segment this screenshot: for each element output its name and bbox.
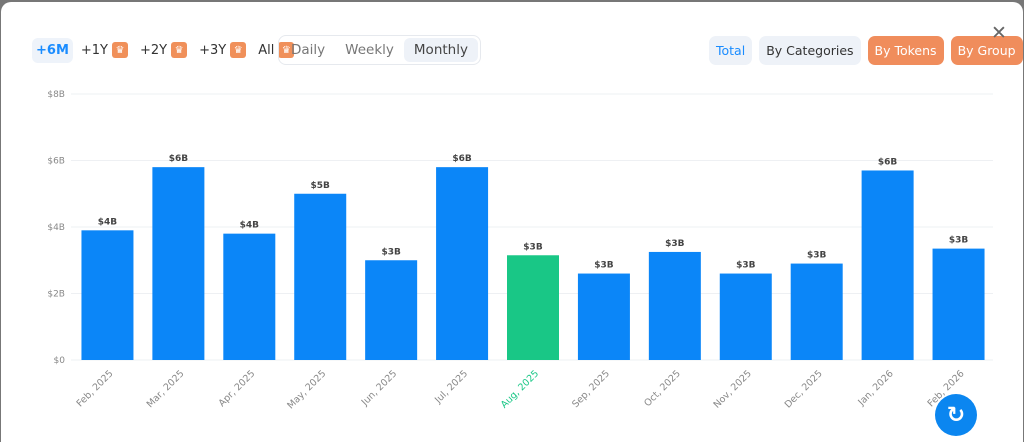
- range-label: All: [258, 42, 275, 58]
- time-range-selector: +6M +1Y ♛ +2Y ♛ +3Y ♛ All ♛: [32, 37, 298, 63]
- close-icon[interactable]: ✕: [991, 22, 1007, 44]
- data-label: $3B: [381, 247, 401, 257]
- crown-icon: ♛: [230, 42, 247, 58]
- bar-3[interactable]: [294, 193, 347, 360]
- data-label: $3B: [665, 239, 685, 249]
- x-tick-label: Jan, 2026: [856, 368, 896, 408]
- range-option-plus-1y[interactable]: +1Y ♛: [77, 37, 132, 63]
- data-label: $4B: [98, 217, 118, 227]
- data-label: $3B: [807, 251, 827, 261]
- y-tick-label: $6B: [47, 157, 65, 167]
- x-tick-label: Sep, 2025: [570, 368, 612, 410]
- bar-9[interactable]: [719, 273, 772, 360]
- x-tick-label: Jun, 2025: [359, 368, 399, 408]
- x-tick-label: Feb, 2025: [75, 368, 116, 409]
- bar-2[interactable]: [223, 233, 276, 360]
- y-tick-label: $4B: [47, 223, 65, 233]
- data-label: $3B: [594, 261, 614, 271]
- period-toggle: Daily Weekly Monthly: [278, 35, 481, 65]
- period-weekly[interactable]: Weekly: [345, 42, 394, 58]
- view-mode-selector: Total By Categories By Tokens By Group: [709, 36, 1023, 65]
- crown-icon: ♛: [171, 42, 188, 58]
- period-monthly[interactable]: Monthly: [403, 38, 478, 62]
- range-option-plus-2y[interactable]: +2Y ♛: [136, 37, 191, 63]
- range-option-plus-6m[interactable]: +6M: [32, 37, 73, 63]
- range-label: +6M: [36, 42, 69, 58]
- bar-4[interactable]: [365, 260, 418, 360]
- x-tick-label: Mar, 2025: [145, 368, 187, 410]
- data-label: $4B: [240, 221, 260, 231]
- x-tick-label: May, 2025: [285, 368, 328, 411]
- range-option-plus-3y[interactable]: +3Y ♛: [195, 37, 250, 63]
- x-tick-label: Apr, 2025: [217, 368, 258, 409]
- bar-10[interactable]: [790, 263, 843, 360]
- bar-12[interactable]: [932, 248, 985, 360]
- data-label: $3B: [949, 236, 969, 246]
- view-total[interactable]: Total: [709, 36, 753, 65]
- crown-icon: ♛: [111, 42, 128, 58]
- x-tick-label: Dec, 2025: [783, 368, 825, 410]
- range-label: +1Y: [80, 42, 108, 58]
- view-by-categories[interactable]: By Categories: [759, 36, 861, 65]
- y-tick-label: $2B: [47, 290, 65, 300]
- bar-7[interactable]: [577, 273, 630, 360]
- bar-8[interactable]: [648, 251, 701, 360]
- data-label: $3B: [523, 242, 543, 252]
- bar-6[interactable]: [507, 255, 559, 360]
- y-tick-label: $0: [54, 356, 66, 366]
- y-tick-label: $8B: [47, 90, 65, 100]
- range-label: +2Y: [139, 42, 168, 58]
- bar-0[interactable]: [81, 230, 134, 360]
- crown-icon: ♛: [278, 42, 295, 58]
- refresh-arrow-icon[interactable]: ↻: [935, 394, 977, 436]
- view-by-tokens[interactable]: By Tokens: [867, 36, 944, 65]
- x-tick-label: Oct, 2025: [642, 368, 683, 409]
- view-by-group[interactable]: By Group: [950, 36, 1023, 65]
- bar-1[interactable]: [152, 167, 205, 360]
- x-tick-label: Aug, 2025: [499, 368, 541, 410]
- range-label: +3Y: [199, 42, 227, 58]
- x-tick-label: Nov, 2025: [712, 368, 754, 410]
- bar-5[interactable]: [436, 167, 489, 360]
- range-option-all[interactable]: All ♛: [254, 37, 298, 63]
- period-daily[interactable]: Daily: [291, 42, 326, 58]
- data-label: $3B: [736, 261, 756, 271]
- data-label: $6B: [169, 154, 189, 164]
- bar-11[interactable]: [861, 170, 914, 360]
- data-label: $5B: [311, 181, 331, 191]
- data-label: $6B: [878, 157, 898, 167]
- x-tick-label: Jul, 2025: [432, 368, 470, 406]
- data-label: $6B: [452, 154, 472, 164]
